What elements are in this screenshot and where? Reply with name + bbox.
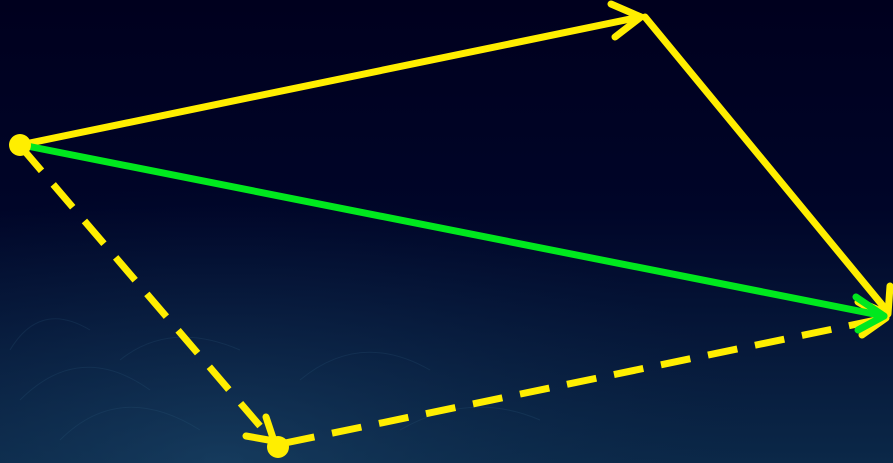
vector-b-shaft (641, 13, 892, 316)
background-texture (9, 318, 541, 441)
resultant-vector-arrowhead (852, 293, 888, 334)
vector-a (16, 0, 645, 149)
vector-a-shifted-shaft (284, 314, 887, 447)
vector-b-shifted-shaft (19, 145, 275, 443)
vector-a-shaft (16, 13, 644, 149)
vector-a-arrowhead (607, 0, 645, 41)
bottom-vertex-point (267, 436, 289, 458)
origin-point (9, 134, 31, 156)
resultant-vector (18, 141, 888, 334)
resultant-vector-shaft (18, 141, 888, 320)
